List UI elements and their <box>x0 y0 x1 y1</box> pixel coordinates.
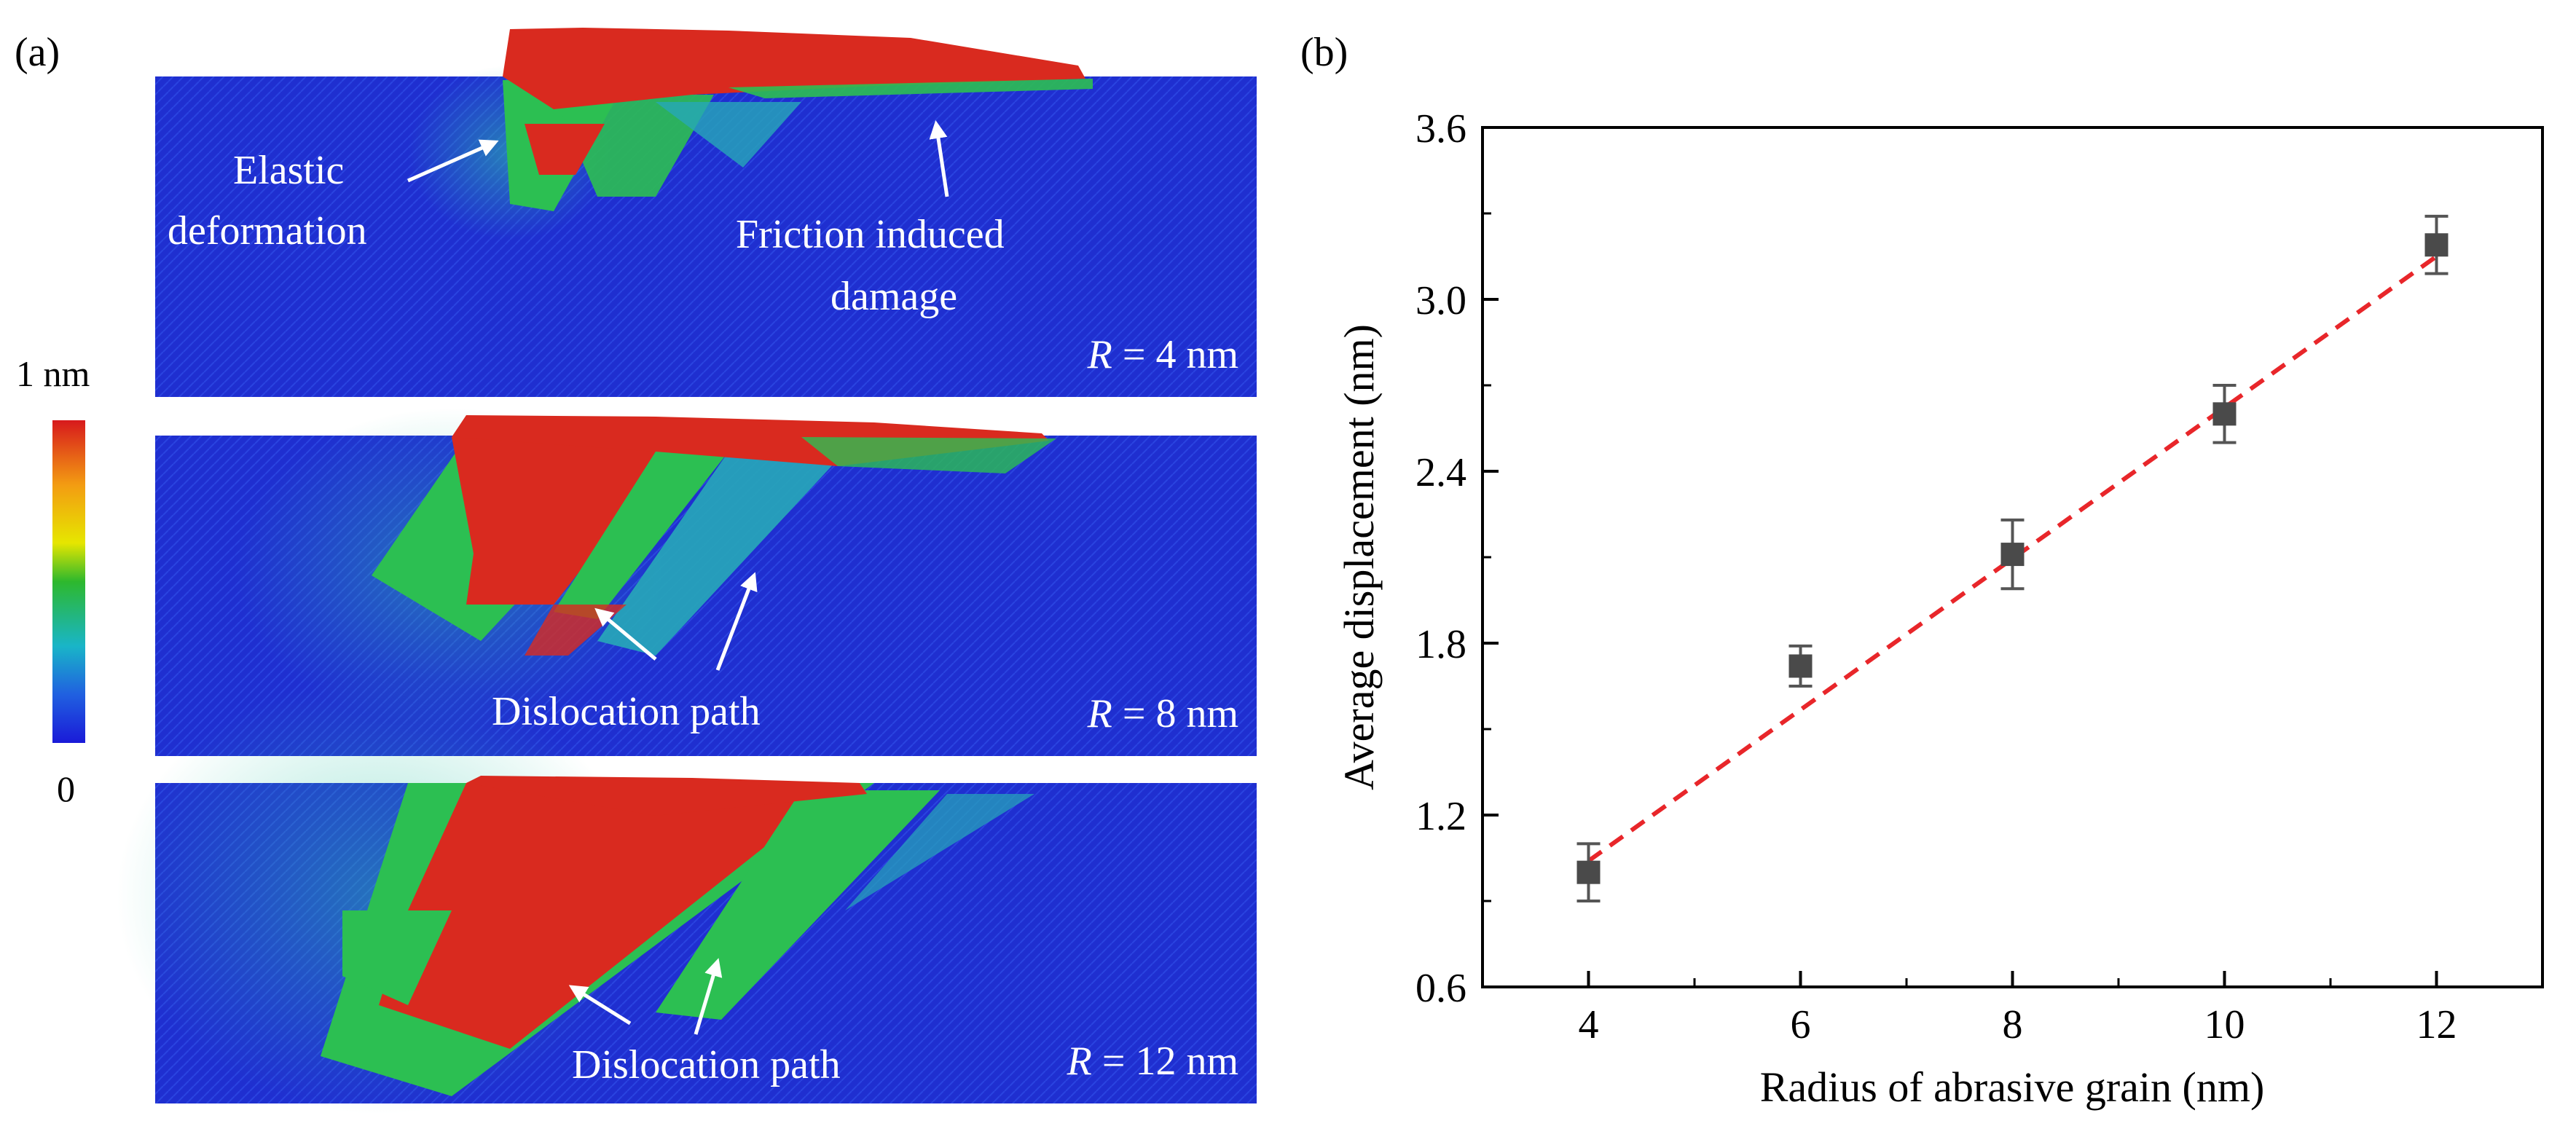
square-marker <box>1788 654 1813 678</box>
sim-panel-r12-annotation-dislocation: Dislocation path <box>572 1042 841 1087</box>
x-axis-label: Radius of abrasive grain (nm) <box>1760 1063 2265 1111</box>
data-point <box>1788 644 1813 688</box>
x-tick-label: 6 <box>1791 1002 1811 1047</box>
arrow-dislocation-r8-2 <box>715 572 758 671</box>
sim-panel-r8-radius-label: R = 8 nm <box>1087 691 1238 736</box>
sim-panel-r12 <box>117 677 1257 1114</box>
x-tick-label: 12 <box>2416 1002 2457 1047</box>
arrow-friction <box>929 120 949 197</box>
y-tick-label: 2.4 <box>1415 450 1466 495</box>
y-tick-label: 1.8 <box>1415 622 1466 667</box>
arrow-elastic <box>407 139 499 183</box>
square-marker <box>2000 543 2025 567</box>
square-marker <box>1576 860 1601 884</box>
sim-panel-r4-annotation-elastic-2: deformation <box>168 208 367 253</box>
arrow-dislocation-r12-2 <box>694 958 723 1035</box>
data-point <box>2000 518 2025 591</box>
sim-panel-r4-annotation-elastic-1: Elastic <box>233 148 344 193</box>
arrow-dislocation-r12-1 <box>568 985 632 1026</box>
square-marker <box>2424 233 2449 257</box>
displacement-chart: 0.6 1.2 1.8 2.4 3.0 3.6 4 6 8 10 12 Radius of abr… <box>1335 106 2544 1111</box>
x-tick-label: 8 <box>2003 1002 2023 1047</box>
fit-line <box>1587 254 2438 863</box>
colorbar <box>52 420 85 743</box>
x-tick-label: 10 <box>2204 1002 2245 1047</box>
arrow-dislocation-r8-1 <box>594 607 657 661</box>
panel-a-label: (a) <box>15 30 60 75</box>
data-point <box>1576 842 1601 902</box>
colorbar-min-label: 0 <box>57 768 75 809</box>
y-tick-label: 1.2 <box>1415 794 1466 839</box>
y-tick-label: 0.6 <box>1415 966 1466 1011</box>
data-point <box>2212 384 2237 444</box>
y-axis-label: Average displacement (nm) <box>1335 324 1383 790</box>
colorbar-max-label: 1 nm <box>16 353 90 394</box>
y-tick-label: 3.0 <box>1415 278 1466 323</box>
square-marker <box>2212 402 2237 426</box>
sim-panel-r4 <box>155 28 1257 397</box>
x-tick-label: 4 <box>1579 1002 1599 1047</box>
sim-panel-r4-radius-label: R = 4 nm <box>1087 332 1238 377</box>
sim-panel-r4-annotation-friction-2: damage <box>830 274 957 319</box>
y-tick-label: 3.6 <box>1415 106 1466 152</box>
data-point <box>2424 214 2449 275</box>
sim-panel-r12-radius-label: R = 12 nm <box>1067 1039 1238 1084</box>
sim-panel-r4-annotation-friction-1: Friction induced <box>736 212 1005 257</box>
panel-b-label: (b) <box>1300 30 1348 75</box>
